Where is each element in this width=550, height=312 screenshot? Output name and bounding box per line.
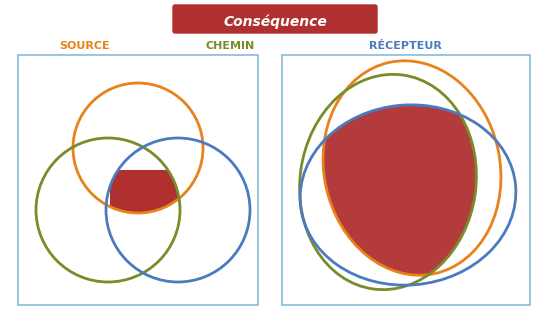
Text: Conséquence: Conséquence bbox=[223, 15, 327, 29]
Polygon shape bbox=[110, 170, 179, 213]
Text: RÉCEPTEUR: RÉCEPTEUR bbox=[368, 41, 442, 51]
Bar bbox=[18, 55, 258, 305]
Bar bbox=[282, 55, 530, 305]
Text: SOURCE: SOURCE bbox=[60, 41, 111, 51]
FancyBboxPatch shape bbox=[173, 5, 377, 33]
Text: CHEMIN: CHEMIN bbox=[205, 41, 255, 51]
Polygon shape bbox=[323, 105, 476, 275]
